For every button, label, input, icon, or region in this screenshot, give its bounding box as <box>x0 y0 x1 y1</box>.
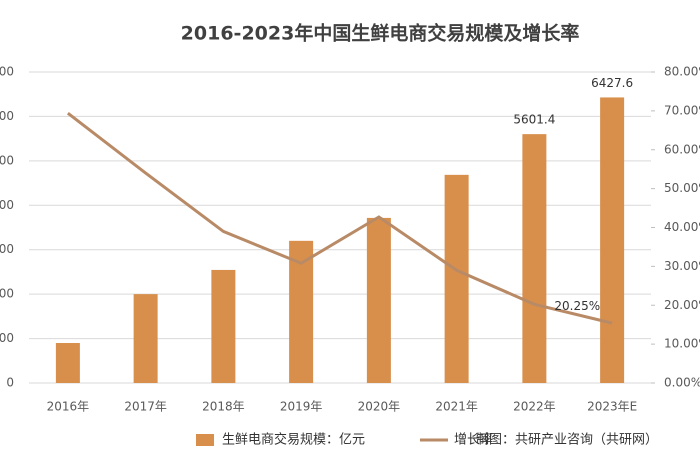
chart-title: 2016-2023年中国生鲜电商交易规模及增长率 <box>181 22 580 45</box>
y2-tick-label: 10.00% <box>664 337 700 351</box>
legend-label: 生鲜电商交易规模：亿元 <box>222 432 365 448</box>
y-tick-label: 5000 <box>0 153 14 167</box>
y2-tick-label: 20.00% <box>664 298 700 312</box>
x-tick-label: 2019年 <box>280 400 323 414</box>
y2-tick-label: 40.00% <box>664 220 700 234</box>
y-tick-label: 1000 <box>0 331 14 345</box>
bar <box>522 134 547 383</box>
x-tick-label: 2017年 <box>124 400 167 414</box>
y-tick-label: 7000 <box>0 65 14 79</box>
y2-tick-label: 60.00% <box>664 142 700 156</box>
y2-tick-label: 30.00% <box>664 259 700 273</box>
y-tick-label: 0 <box>6 376 14 390</box>
y-tick-label: 2000 <box>0 287 14 301</box>
bar <box>133 294 158 383</box>
y-tick-label: 6000 <box>0 109 14 123</box>
source: 制图：共研产业咨询（共研网） <box>476 433 658 448</box>
x-tick-label: 2018年 <box>202 400 245 414</box>
y2-tick-label: 70.00% <box>664 103 700 117</box>
data-label: 5601.4 <box>513 113 555 127</box>
data-label: 6427.6 <box>591 76 633 90</box>
x-tick-label: 2021年 <box>435 400 478 414</box>
x-tick-label: 2023年E <box>587 400 637 414</box>
y-tick-label: 4000 <box>0 198 14 212</box>
bar <box>55 343 80 383</box>
y-tick-label: 3000 <box>0 242 14 256</box>
bar <box>444 174 469 383</box>
bar <box>600 97 625 384</box>
bar <box>211 269 236 383</box>
x-tick-label: 2016年 <box>47 400 90 414</box>
legend-label: 增长率 <box>454 432 493 448</box>
x-tick-label: 2022年 <box>513 400 556 414</box>
bar <box>366 217 391 383</box>
y2-tick-label: 0.00% <box>664 376 700 390</box>
data-label: 20.25% <box>554 299 600 313</box>
legend-swatch <box>196 434 214 446</box>
line <box>66 112 613 325</box>
x-tick-label: 2020年 <box>358 400 401 414</box>
y2-tick-label: 80.00% <box>664 65 700 79</box>
y2-tick-label: 50.00% <box>664 181 700 195</box>
